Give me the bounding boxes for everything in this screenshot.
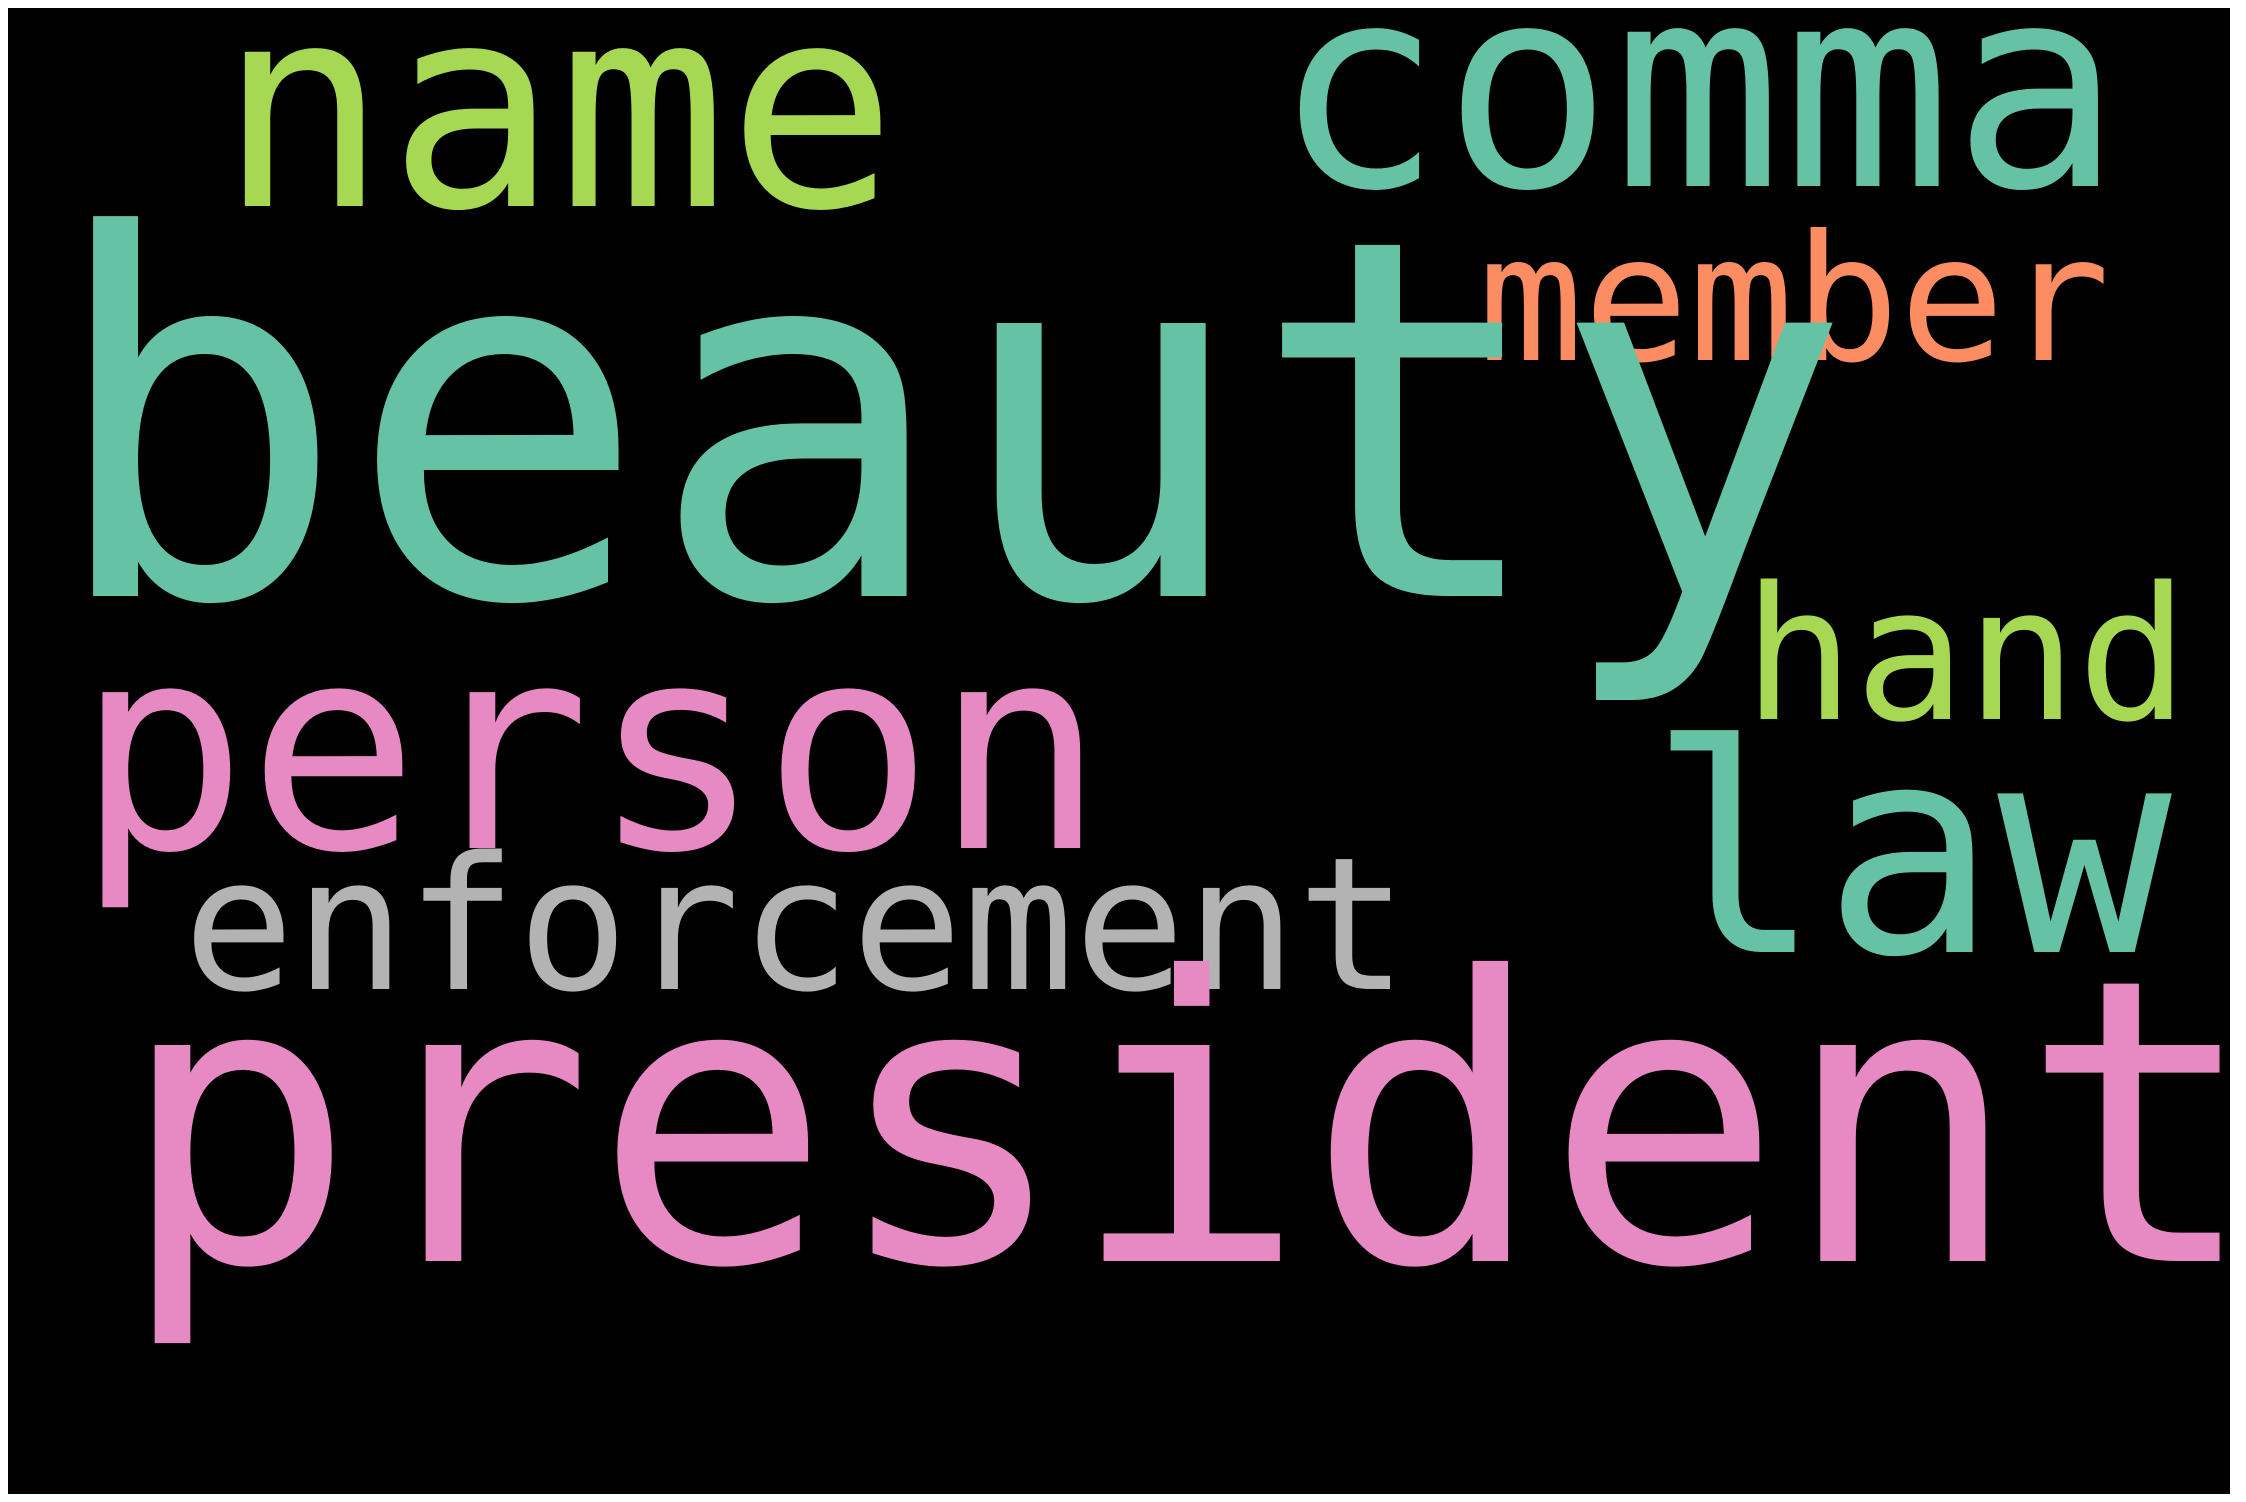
word-name: name: [218, 8, 898, 273]
word-hand: hand: [1743, 547, 2189, 763]
word-person: person: [76, 584, 1106, 916]
word-member: member: [1478, 199, 2111, 402]
word-cloud: name comma member beauty hand person law…: [8, 8, 2230, 1494]
word-president: president: [118, 895, 2230, 1355]
word-enforcement: enforcement: [183, 817, 1409, 1033]
word-law: law: [1648, 684, 2172, 1021]
word-beauty: beauty: [46, 132, 1853, 714]
word-comma: comma: [1273, 8, 2122, 253]
